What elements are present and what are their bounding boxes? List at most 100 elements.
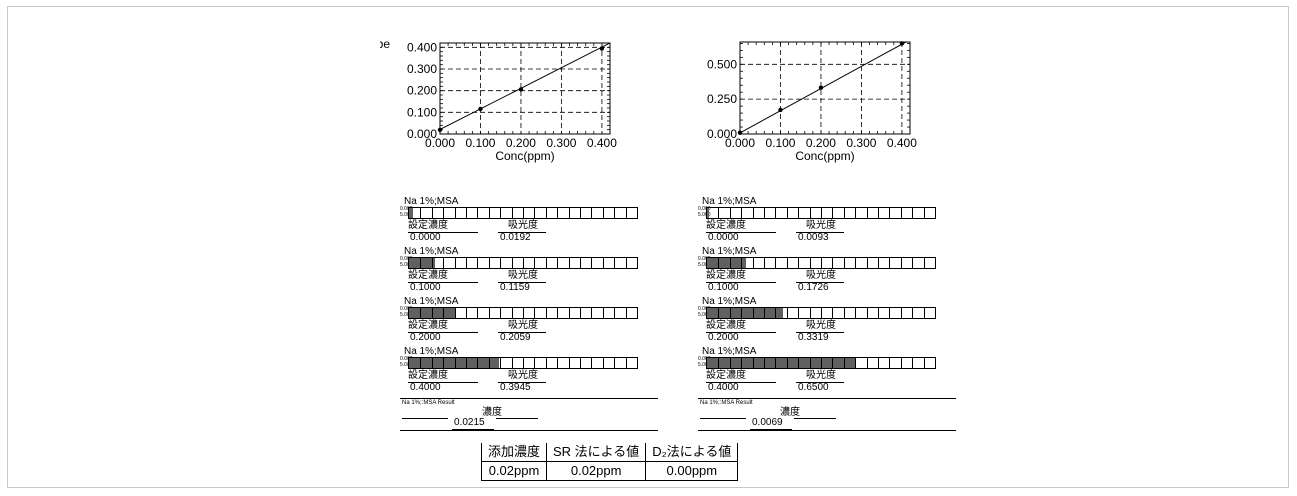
measurement-row: Na 1%;MSA 0.000 5.000 設定濃度 吸光度 0.1000 0.1726 bbox=[698, 246, 958, 296]
bar-tick bbox=[557, 358, 559, 368]
bar-tick bbox=[488, 308, 490, 318]
data-point bbox=[818, 85, 824, 90]
measurement-fields: 設定濃度 吸光度 0.0000 0.0093 bbox=[706, 221, 946, 245]
bar-tick bbox=[545, 208, 547, 218]
absorbance-bar bbox=[408, 307, 638, 319]
bar-tick bbox=[580, 358, 581, 368]
bar-tick bbox=[866, 258, 868, 268]
bar-tick bbox=[454, 358, 456, 368]
bar-tick bbox=[557, 258, 559, 268]
bar-tick bbox=[488, 208, 490, 218]
bar-tick bbox=[443, 308, 445, 318]
abs-underline bbox=[796, 382, 844, 383]
bar-tick bbox=[912, 208, 914, 218]
conc-underline bbox=[408, 332, 478, 333]
abs-value: 0.1726 bbox=[798, 282, 829, 293]
bar-tick bbox=[855, 208, 857, 218]
scale-bottom-label: 5.000 bbox=[400, 212, 413, 218]
bar-tick bbox=[534, 258, 536, 268]
conc-label: 設定濃度 bbox=[706, 320, 746, 331]
y-tick-label: 0.250 bbox=[707, 92, 737, 106]
bar-tick bbox=[741, 308, 743, 318]
y-axis-label: Abe bbox=[380, 37, 390, 51]
header-d2-value: D₂法による値 bbox=[645, 443, 739, 462]
abs-label: 吸光度 bbox=[508, 370, 538, 381]
y-tick-label: 0.000 bbox=[407, 127, 437, 141]
abs-value: 0.0192 bbox=[500, 232, 531, 243]
bar-tick bbox=[614, 208, 616, 218]
conc-underline bbox=[706, 332, 776, 333]
data-point bbox=[478, 106, 483, 112]
measurement-fields: 設定濃度 吸光度 0.2000 0.2059 bbox=[408, 321, 648, 345]
bar-tick bbox=[798, 208, 800, 218]
measurement-row: Na 1%;MSA 0.000 5.000 設定濃度 吸光度 0.0000 0.0192 bbox=[400, 196, 660, 246]
conc-value: 0.4000 bbox=[708, 382, 739, 393]
bar-tick bbox=[821, 258, 822, 268]
bar-tick bbox=[488, 258, 490, 268]
bar-tick bbox=[431, 208, 433, 218]
page-frame bbox=[7, 6, 1289, 488]
bar-tick bbox=[775, 308, 777, 318]
bar-tick bbox=[431, 358, 433, 368]
scale-top-label: 0.000 bbox=[698, 206, 711, 212]
absorbance-bar-fill bbox=[409, 358, 499, 368]
data-point bbox=[737, 130, 743, 135]
bar-tick bbox=[923, 208, 925, 218]
result-value-underline bbox=[750, 429, 792, 430]
bar-tick bbox=[557, 308, 559, 318]
bar-tick bbox=[878, 308, 879, 318]
bar-tick bbox=[477, 258, 479, 268]
bar-tick bbox=[741, 258, 743, 268]
conc-label: 設定濃度 bbox=[706, 270, 746, 281]
bar-tick bbox=[431, 308, 433, 318]
y-tick-label: 0.000 bbox=[707, 127, 737, 141]
bar-tick bbox=[786, 208, 788, 218]
bar-tick bbox=[775, 358, 777, 368]
bar-tick bbox=[568, 308, 570, 318]
bar-tick bbox=[545, 358, 547, 368]
data-point bbox=[899, 41, 905, 46]
conc-value: 0.2000 bbox=[708, 332, 739, 343]
bar-tick bbox=[764, 308, 765, 318]
conc-label: 設定濃度 bbox=[408, 370, 448, 381]
abs-underline bbox=[498, 282, 546, 283]
bar-tick bbox=[900, 358, 902, 368]
scale-bottom-label: 5.000 bbox=[698, 212, 711, 218]
absorbance-bar-fill bbox=[707, 208, 710, 218]
bar-tick bbox=[718, 258, 720, 268]
result-block: Na 1%;:MSA Result 濃度 0.0069 bbox=[698, 396, 958, 432]
abs-value: 0.1159 bbox=[500, 282, 530, 293]
bar-tick bbox=[545, 258, 547, 268]
bar-tick bbox=[602, 308, 604, 318]
bar-tick bbox=[466, 308, 467, 318]
y-tick-label: 0.300 bbox=[407, 62, 437, 76]
measurement-fields: 設定濃度 吸光度 0.1000 0.1159 bbox=[408, 271, 648, 295]
bar-tick bbox=[477, 358, 479, 368]
bar-tick bbox=[443, 358, 445, 368]
bar-tick bbox=[855, 308, 857, 318]
bar-tick bbox=[718, 308, 720, 318]
bar-tick bbox=[786, 358, 788, 368]
calibration-chart-right: 0.000 0.100 0.200 0.300 0.400 0.000 0.250 0.500… bbox=[707, 41, 917, 163]
result-title: Na 1%;:MSA Result bbox=[402, 400, 455, 406]
bar-tick bbox=[625, 308, 627, 318]
x-tick-label: 0.300 bbox=[546, 136, 576, 150]
abs-value: 0.3319 bbox=[798, 332, 829, 343]
bar-tick bbox=[878, 358, 879, 368]
bar-tick bbox=[466, 208, 467, 218]
bar-tick bbox=[420, 208, 422, 218]
x-tick-label: 0.100 bbox=[765, 136, 795, 150]
bar-tick bbox=[614, 258, 616, 268]
data-point bbox=[778, 107, 783, 113]
bar-tick bbox=[602, 208, 604, 218]
result-value: 0.0069 bbox=[752, 417, 783, 428]
bar-tick bbox=[809, 358, 811, 368]
abs-underline bbox=[796, 232, 844, 233]
measurement-row: Na 1%;MSA 0.000 5.000 設定濃度 吸光度 0.4000 0.3945 bbox=[400, 346, 660, 396]
absorbance-bar bbox=[706, 307, 936, 319]
bar-tick bbox=[443, 208, 445, 218]
scale-top-label: 0.000 bbox=[698, 256, 711, 262]
bar-tick bbox=[534, 358, 536, 368]
bar-tick bbox=[500, 308, 502, 318]
bar-tick bbox=[786, 308, 788, 318]
